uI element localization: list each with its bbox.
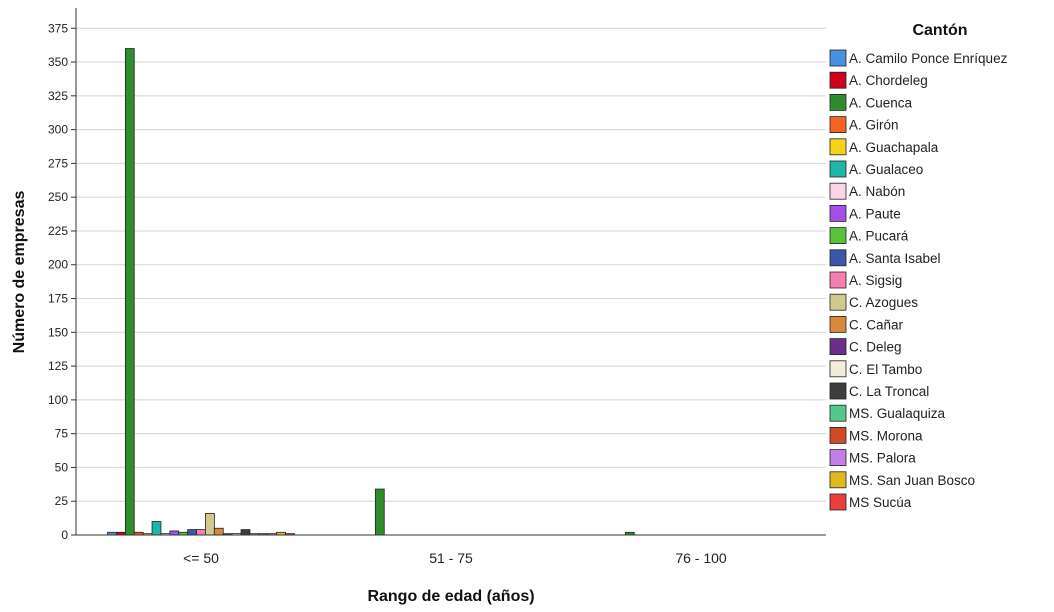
legend-label: MS Sucúa bbox=[849, 495, 912, 510]
bar bbox=[205, 512, 215, 536]
legend-label: A. Chordeleg bbox=[849, 73, 928, 88]
legend-label: MS. San Juan Bosco bbox=[849, 473, 975, 488]
legend-label: C. Azogues bbox=[849, 295, 918, 310]
y-tick-label: 25 bbox=[55, 494, 69, 508]
legend-label: C. Cañar bbox=[849, 317, 904, 332]
y-tick-label: 200 bbox=[48, 258, 68, 272]
legend-label: C. El Tambo bbox=[849, 362, 922, 377]
legend-swatch bbox=[829, 315, 847, 333]
legend-label: A. Santa Isabel bbox=[849, 251, 941, 266]
x-tick-label: <= 50 bbox=[183, 550, 219, 566]
legend-title: Cantón bbox=[912, 22, 967, 39]
legend-label: A. Girón bbox=[849, 118, 899, 133]
bar bbox=[196, 529, 206, 536]
y-tick-label: 300 bbox=[48, 123, 68, 137]
y-tick-label: 75 bbox=[55, 427, 69, 441]
bar bbox=[213, 527, 224, 536]
legend-label: A. Cuenca bbox=[849, 95, 913, 110]
legend-label: A. Camilo Ponce Enríquez bbox=[849, 51, 1008, 66]
legend-label: A. Gualaceo bbox=[849, 162, 923, 177]
x-tick-label: 76 - 100 bbox=[675, 550, 727, 566]
legend-label: MS. Gualaquiza bbox=[849, 406, 946, 421]
gridlines bbox=[76, 27, 826, 502]
legend-swatch bbox=[829, 382, 847, 400]
legend-swatch bbox=[829, 338, 847, 356]
legend-swatch bbox=[829, 404, 847, 422]
legend: A. Camilo Ponce Enríquez A. Chordeleg A. C… bbox=[829, 49, 1008, 511]
bars-group bbox=[107, 48, 635, 536]
legend-label: C. Deleg bbox=[849, 340, 902, 355]
bar bbox=[374, 488, 385, 536]
y-tick-label: 325 bbox=[48, 89, 68, 103]
y-tick-label: 350 bbox=[48, 55, 68, 69]
y-tick-label: 275 bbox=[48, 156, 68, 170]
x-axis-title: Rango de edad (años) bbox=[367, 588, 534, 605]
y-axis-ticks: 0 25 50 75 100 125 150 175 200 225 250 275 300 325 350… bbox=[48, 21, 76, 542]
legend-label: MS. Morona bbox=[849, 428, 923, 443]
y-tick-label: 225 bbox=[48, 224, 68, 238]
x-tick-label: 51 - 75 bbox=[429, 550, 473, 566]
legend-swatch bbox=[829, 449, 847, 467]
bar bbox=[169, 530, 180, 536]
y-tick-label: 125 bbox=[48, 359, 68, 373]
legend-swatch bbox=[829, 493, 847, 511]
legend-swatch bbox=[829, 160, 847, 178]
y-axis-title: Número de empresas bbox=[11, 191, 28, 354]
legend-swatch bbox=[829, 182, 847, 200]
legend-label: C. La Troncal bbox=[849, 384, 929, 399]
bar bbox=[151, 521, 162, 536]
legend-swatch bbox=[829, 426, 847, 444]
legend-label: MS. Palora bbox=[849, 451, 916, 466]
legend-swatch bbox=[829, 249, 847, 267]
legend-swatch bbox=[829, 116, 847, 133]
bar bbox=[187, 529, 197, 536]
legend-swatch bbox=[829, 271, 847, 289]
legend-swatch bbox=[829, 360, 847, 378]
legend-label: A. Sigsig bbox=[849, 273, 902, 288]
bar bbox=[124, 48, 135, 536]
legend-swatch bbox=[829, 227, 847, 245]
y-tick-label: 250 bbox=[48, 190, 68, 204]
legend-swatch bbox=[829, 94, 847, 111]
y-tick-label: 0 bbox=[61, 528, 68, 542]
y-tick-label: 175 bbox=[48, 292, 68, 306]
x-axis-ticks: <= 50 51 - 75 76 - 100 bbox=[183, 550, 727, 566]
y-tick-label: 100 bbox=[48, 393, 68, 407]
y-tick-label: 375 bbox=[48, 21, 68, 35]
legend-swatch bbox=[829, 293, 847, 311]
legend-swatch bbox=[829, 49, 847, 67]
y-tick-label: 150 bbox=[48, 325, 68, 339]
legend-label: A. Pucará bbox=[849, 229, 909, 244]
legend-swatch bbox=[829, 471, 847, 489]
legend-swatch bbox=[829, 138, 847, 156]
y-tick-label: 50 bbox=[55, 460, 69, 474]
legend-label: A. Guachapala bbox=[849, 140, 939, 155]
legend-label: A. Nabón bbox=[849, 184, 905, 199]
bar bbox=[240, 529, 251, 536]
axes bbox=[75, 8, 826, 536]
legend-swatch bbox=[829, 71, 847, 89]
legend-label: A. Paute bbox=[849, 206, 901, 221]
legend-swatch bbox=[829, 204, 847, 222]
